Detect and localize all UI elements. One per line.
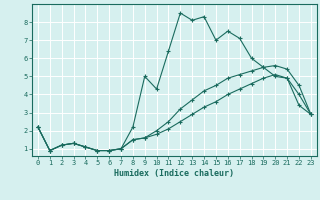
X-axis label: Humidex (Indice chaleur): Humidex (Indice chaleur)	[115, 169, 234, 178]
